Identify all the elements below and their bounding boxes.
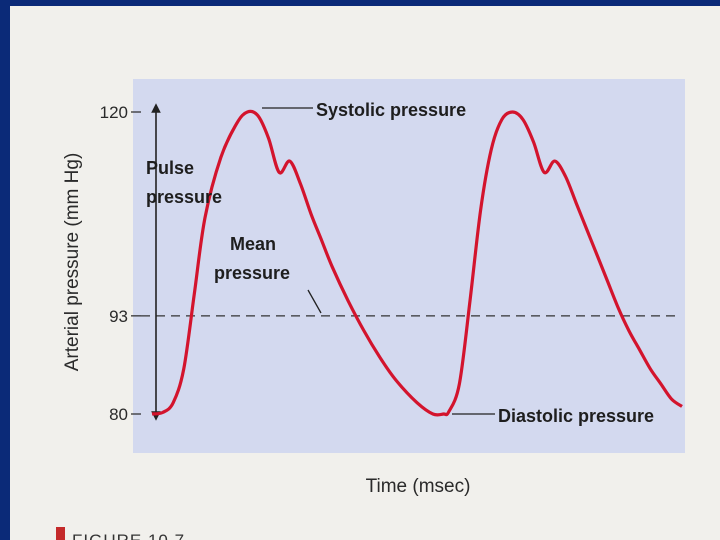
figure-caption-marker [56,527,65,540]
slide-left-bar [0,0,10,540]
slide-top-bar [0,0,720,6]
systolic-label: Systolic pressure [316,100,466,120]
pulse-pressure-label-line2: pressure [146,187,222,207]
mean-pressure-label-line2: pressure [214,263,290,283]
figure-caption: FIGURE 10.7 [72,531,185,540]
y-axis-label: Arterial pressure (mm Hg) [62,153,83,372]
plot-area [133,79,685,453]
pulse-pressure-label-line1: Pulse [146,158,194,178]
pressure-curve [151,109,683,417]
y-tick-label: 80 [109,405,128,424]
y-tick-marks [131,111,141,415]
mean-leader-line [307,289,322,314]
y-tick-label: 120 [100,103,128,122]
y-tick-labels: 80 93 120 [100,103,128,424]
diastolic-label: Diastolic pressure [498,406,654,426]
x-axis-label: Time (msec) [366,476,471,497]
y-tick-label: 93 [109,307,128,326]
mean-pressure-label-line1: Mean [230,234,276,254]
